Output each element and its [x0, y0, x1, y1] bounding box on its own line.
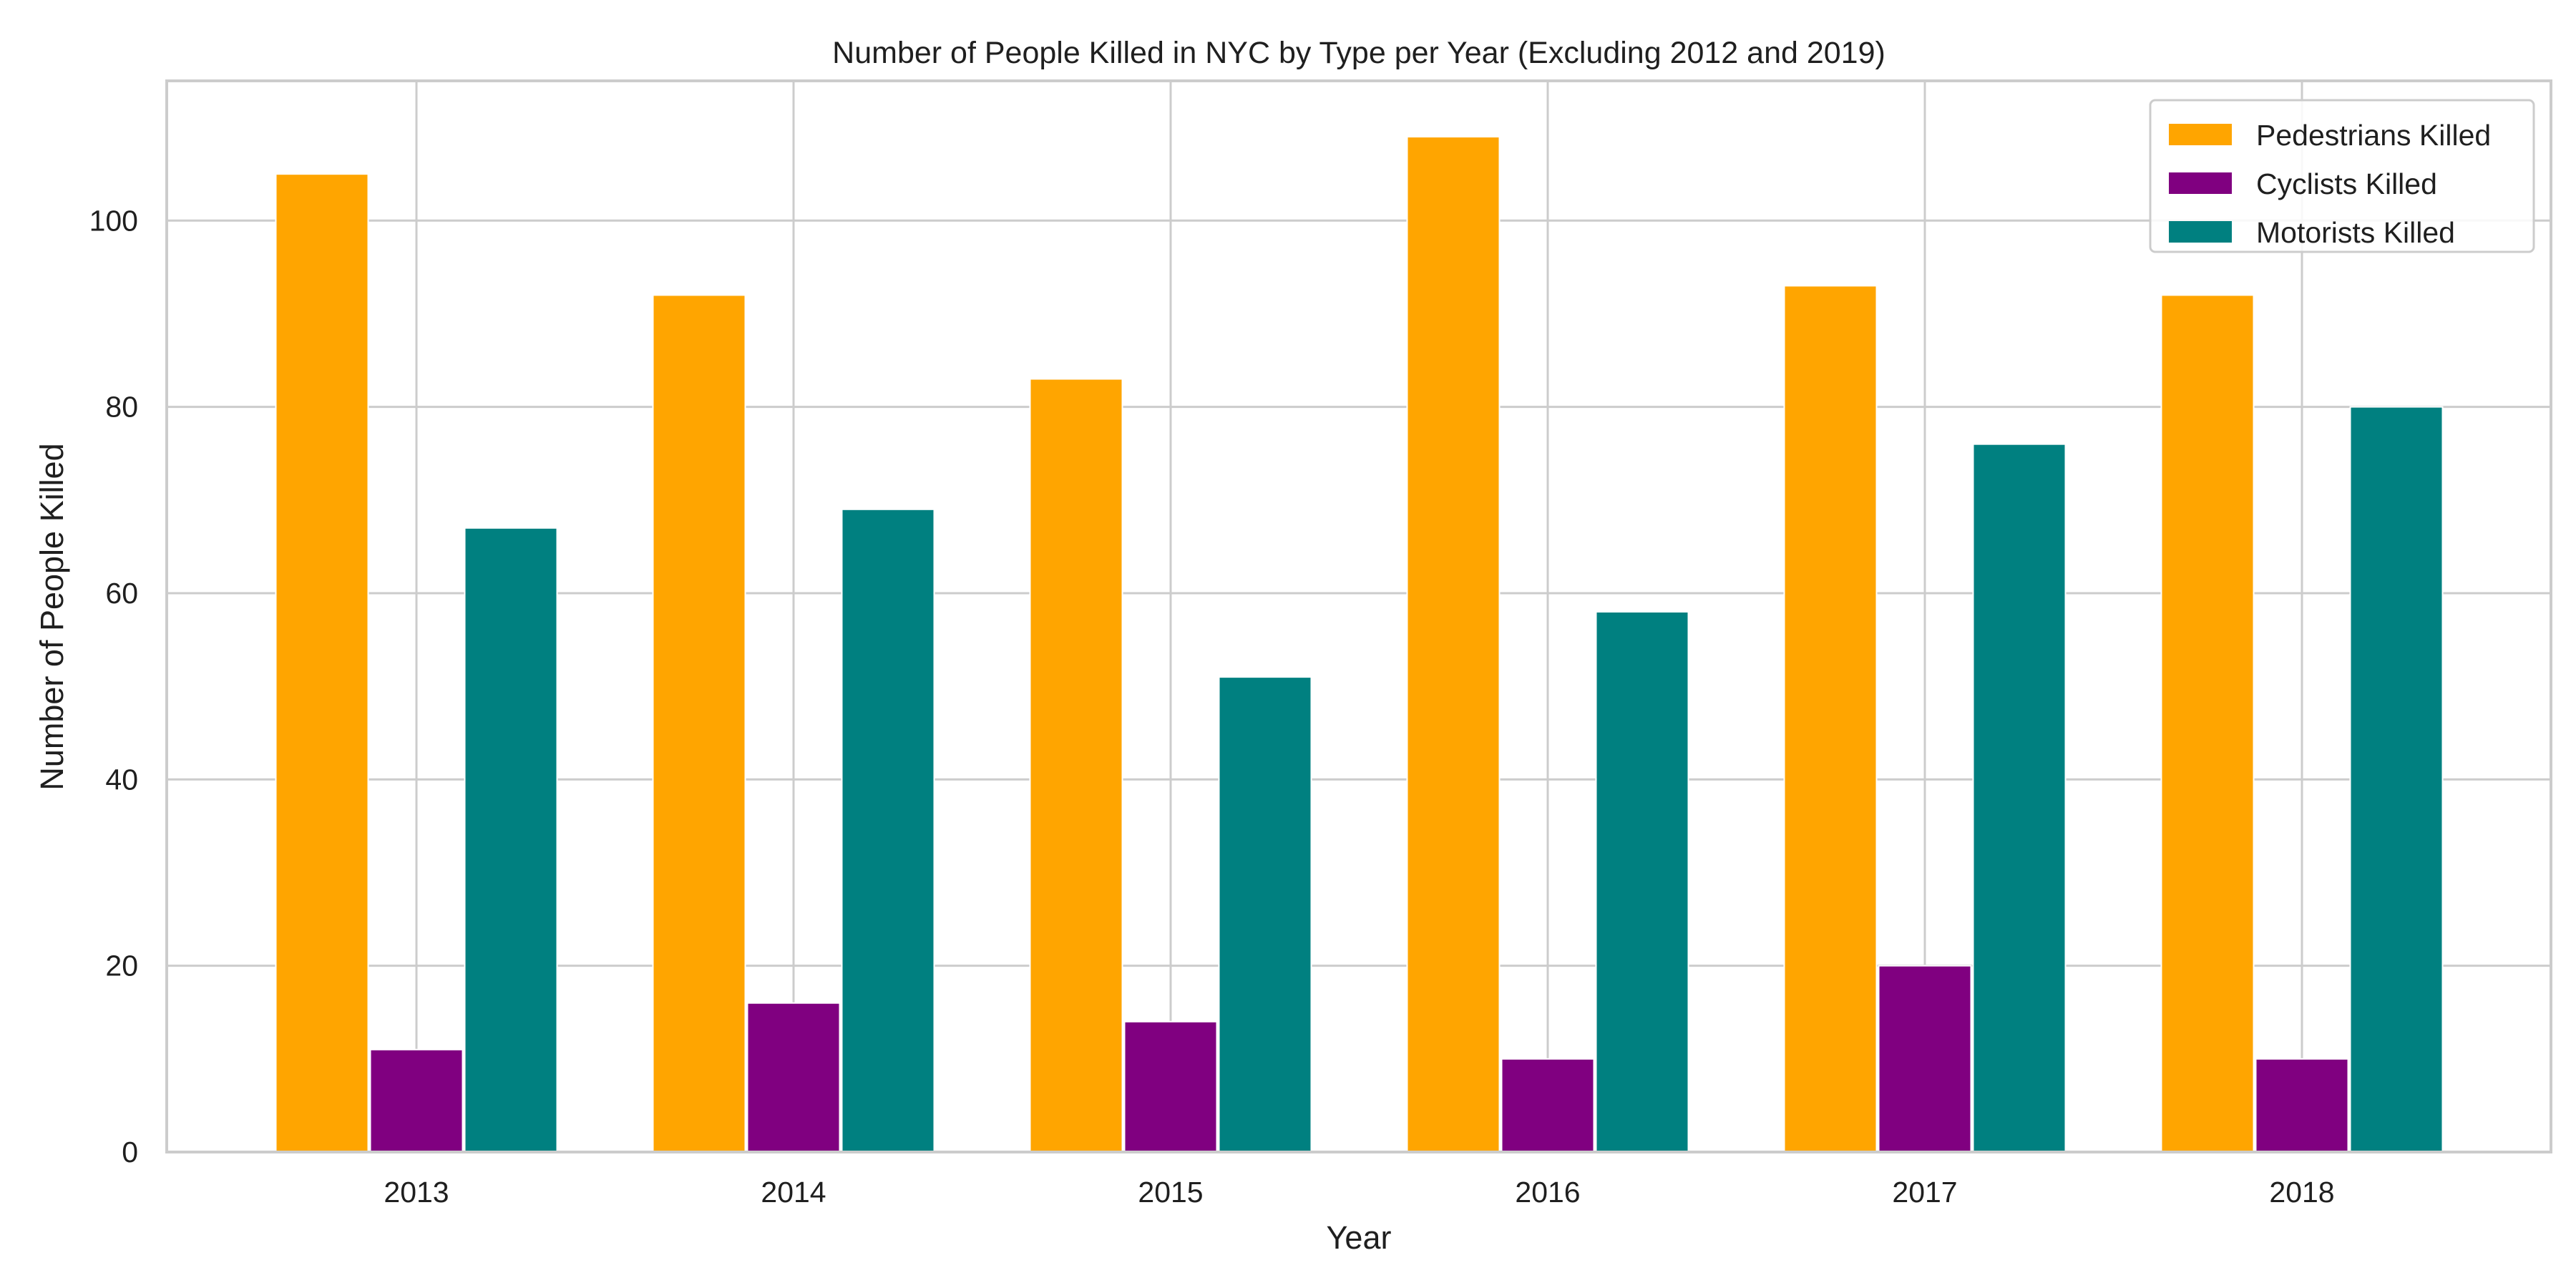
bar-cyclists-killed-2015 — [1123, 1020, 1218, 1153]
bar-motorists-killed-2017 — [1972, 443, 2067, 1153]
bar-cyclists-killed-2016 — [1501, 1058, 1595, 1153]
bar-pedestrians-killed-2015 — [1029, 378, 1123, 1153]
x-tick-label: 2016 — [1515, 1176, 1580, 1209]
legend-swatch — [2169, 172, 2232, 194]
bar-pedestrians-killed-2016 — [1406, 136, 1501, 1153]
legend-swatch — [2169, 221, 2232, 243]
bar-cyclists-killed-2017 — [1878, 965, 1972, 1153]
bars-layer — [275, 136, 2444, 1153]
legend-items: Pedestrians Killed Cyclists Killed Motoris… — [2169, 119, 2491, 249]
y-tick-label: 80 — [105, 391, 138, 424]
legend-label: Pedestrians Killed — [2256, 119, 2491, 152]
bar-cyclists-killed-2018 — [2255, 1058, 2349, 1153]
chart-title: Number of People Killed in NYC by Type p… — [832, 36, 1885, 70]
y-tick-label: 60 — [105, 577, 138, 610]
bar-pedestrians-killed-2013 — [275, 173, 369, 1153]
x-tick-label: 2017 — [1892, 1176, 1957, 1209]
bar-pedestrians-killed-2018 — [2160, 294, 2255, 1153]
bar-motorists-killed-2016 — [1595, 610, 1689, 1153]
y-tick-label: 40 — [105, 763, 138, 796]
legend-label: Motorists Killed — [2256, 216, 2455, 249]
bar-motorists-killed-2013 — [464, 527, 558, 1153]
y-tick-label: 20 — [105, 950, 138, 982]
plot-frame — [165, 79, 2552, 1153]
bar-pedestrians-killed-2017 — [1783, 285, 1878, 1153]
bar-motorists-killed-2014 — [841, 508, 935, 1153]
y-tick-label: 0 — [122, 1136, 138, 1169]
x-tick-label: 2015 — [1138, 1176, 1203, 1209]
legend-label: Cyclists Killed — [2256, 167, 2437, 200]
grid-layer — [167, 81, 2551, 1153]
bar-motorists-killed-2015 — [1218, 676, 1312, 1153]
x-tick-label: 2014 — [761, 1176, 826, 1209]
bar-motorists-killed-2018 — [2349, 406, 2444, 1153]
x-axis-label: Year — [1327, 1219, 1392, 1256]
x-tick-label: 2013 — [384, 1176, 449, 1209]
bar-cyclists-killed-2014 — [746, 1002, 841, 1153]
bar-pedestrians-killed-2014 — [652, 294, 746, 1153]
y-tick-label: 100 — [89, 204, 138, 237]
legend-swatch — [2169, 124, 2232, 145]
legend-box — [2149, 99, 2535, 253]
x-tick-label: 2018 — [2269, 1176, 2334, 1209]
bar-cyclists-killed-2013 — [369, 1048, 464, 1153]
y-axis-label: Number of People Killed — [34, 443, 70, 790]
legend: Pedestrians Killed Cyclists Killed Motoris… — [2149, 99, 2535, 253]
ticks-layer: 0 20 40 60 80 100 2013 2014 2015 2016 2017 2018 — [89, 204, 2335, 1209]
